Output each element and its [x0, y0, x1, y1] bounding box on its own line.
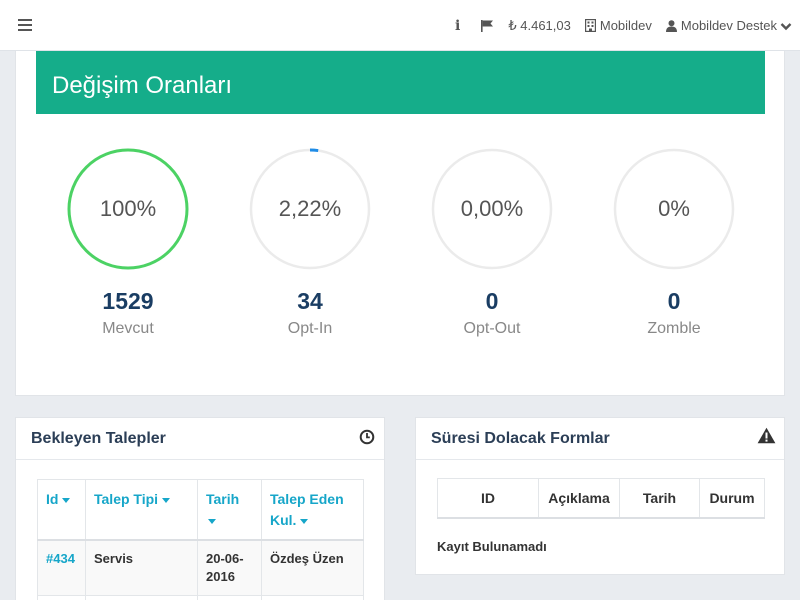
menu-toggle-icon[interactable] — [18, 19, 32, 31]
forms-id-header[interactable]: ID — [437, 478, 539, 519]
pending-requests-table: Id Talep Tipi Tarih Talep Eden Kul. #434… — [37, 479, 364, 600]
stat-label: Opt-In — [287, 320, 333, 337]
info-button[interactable]: i — [455, 18, 466, 34]
ring-svg — [67, 148, 189, 270]
user-icon — [665, 19, 677, 32]
progress-ring: 0% — [613, 148, 735, 270]
user-name: Mobildev Destek — [680, 18, 777, 33]
top-nav-items: i ₺ 4.461,03 Mobildev Mobild — [455, 0, 800, 51]
table-header-row: ID Açıklama Tarih Durum — [437, 478, 765, 519]
expiring-forms-panel: Süresi Dolacak Formlar ID Açıklama Tarih… — [415, 417, 785, 575]
forms-date-header[interactable]: Tarih — [619, 478, 700, 519]
ring-svg — [431, 148, 553, 270]
chevron-down-icon — [780, 22, 792, 30]
balance-text: ₺ 4.461,03 — [508, 17, 571, 33]
forms-status-header[interactable]: Durum — [699, 478, 765, 519]
sort-caret-icon — [208, 518, 216, 524]
change-rates-panel: Değişim Oranları 100% 1529 Mevcut 2,22% … — [15, 51, 785, 396]
empty-cell — [37, 595, 86, 600]
flag-button[interactable] — [480, 19, 494, 32]
ring-track — [613, 148, 735, 270]
ring-svg — [249, 148, 371, 270]
ring-progress-arc — [67, 148, 189, 270]
progress-ring: 0,00% — [431, 148, 553, 270]
stat-label: Mevcut — [102, 320, 154, 337]
stat-count: 0 — [667, 288, 681, 314]
stat-opt-in: 2,22% 34 Opt-In — [249, 148, 371, 338]
pending-requests-panel: Bekleyen Talepler Id Talep Tipi Tarih Ta… — [15, 417, 385, 600]
ring-percent: 0,00% — [460, 196, 524, 221]
sort-caret-icon — [62, 497, 71, 503]
table-header-row: Id Talep Tipi Tarih Talep Eden Kul. — [37, 479, 364, 541]
stat-existing: 100% 1529 Mevcut — [67, 148, 189, 338]
sort-caret-icon — [162, 497, 171, 503]
sort-type-header[interactable]: Talep Tipi — [85, 479, 198, 541]
top-navbar: i ₺ 4.461,03 Mobildev Mobild — [0, 0, 800, 51]
panel-divider — [16, 459, 384, 460]
building-icon — [584, 19, 596, 32]
expiring-forms-table: ID Açıklama Tarih Durum — [437, 478, 765, 519]
balance-link[interactable]: ₺ 4.461,03 — [508, 18, 571, 34]
company-link[interactable]: Mobildev — [584, 18, 652, 33]
sort-requester-header[interactable]: Talep Eden Kul. — [261, 479, 364, 541]
change-rates-title: Değişim Oranları — [36, 51, 765, 114]
sort-date-header[interactable]: Tarih — [197, 479, 262, 541]
warning-icon[interactable] — [757, 427, 776, 444]
stat-count: 34 — [297, 288, 323, 314]
stat-count: 0 — [485, 288, 499, 314]
clock-icon[interactable] — [359, 429, 375, 445]
sort-id-header[interactable]: Id — [37, 479, 86, 541]
sort-caret-icon — [300, 518, 309, 524]
stat-label: Opt-Out — [463, 320, 521, 337]
column-label: Tarih — [206, 491, 240, 507]
column-label: Talep Tipi — [94, 491, 159, 507]
user-menu[interactable]: Mobildev Destek — [665, 18, 792, 33]
forms-description-header[interactable]: Açıklama — [538, 478, 620, 519]
expiring-forms-title: Süresi Dolacak Formlar — [431, 430, 610, 447]
column-label: Talep Eden Kul. — [270, 491, 344, 528]
stat-count: 1529 — [102, 288, 154, 314]
table-row — [37, 595, 364, 600]
info-icon: i — [455, 17, 461, 34]
request-date: 20-06-2016 — [197, 539, 262, 596]
request-requester: Özdeş Üzen — [261, 539, 364, 596]
progress-ring: 2,22% — [249, 148, 371, 270]
company-name: Mobildev — [599, 18, 652, 33]
flag-icon — [481, 19, 494, 32]
no-records-message: Kayıt Bulunamadı — [437, 539, 547, 554]
ring-percent: 2,22% — [278, 196, 342, 221]
ring-svg — [613, 148, 735, 270]
pending-requests-title: Bekleyen Talepler — [31, 430, 166, 447]
table-row[interactable]: #434 Servis 20-06-2016 Özdeş Üzen — [37, 539, 364, 596]
progress-ring: 100% — [67, 148, 189, 270]
request-type: Servis — [85, 539, 198, 596]
stat-zombie: 0% 0 Zomble — [613, 148, 735, 338]
empty-cell — [85, 595, 198, 600]
panel-divider — [416, 459, 784, 460]
stat-opt-out: 0,00% 0 Opt-Out — [431, 148, 553, 338]
stat-label: Zomble — [647, 320, 701, 337]
empty-cell — [197, 595, 262, 600]
ring-progress-arc — [249, 148, 371, 270]
ring-percent: 0% — [658, 196, 690, 221]
column-label: Id — [46, 491, 59, 507]
request-id-link[interactable]: #434 — [37, 539, 86, 596]
ring-track — [431, 148, 553, 270]
ring-percent: 100% — [99, 196, 157, 221]
empty-cell — [261, 595, 364, 600]
